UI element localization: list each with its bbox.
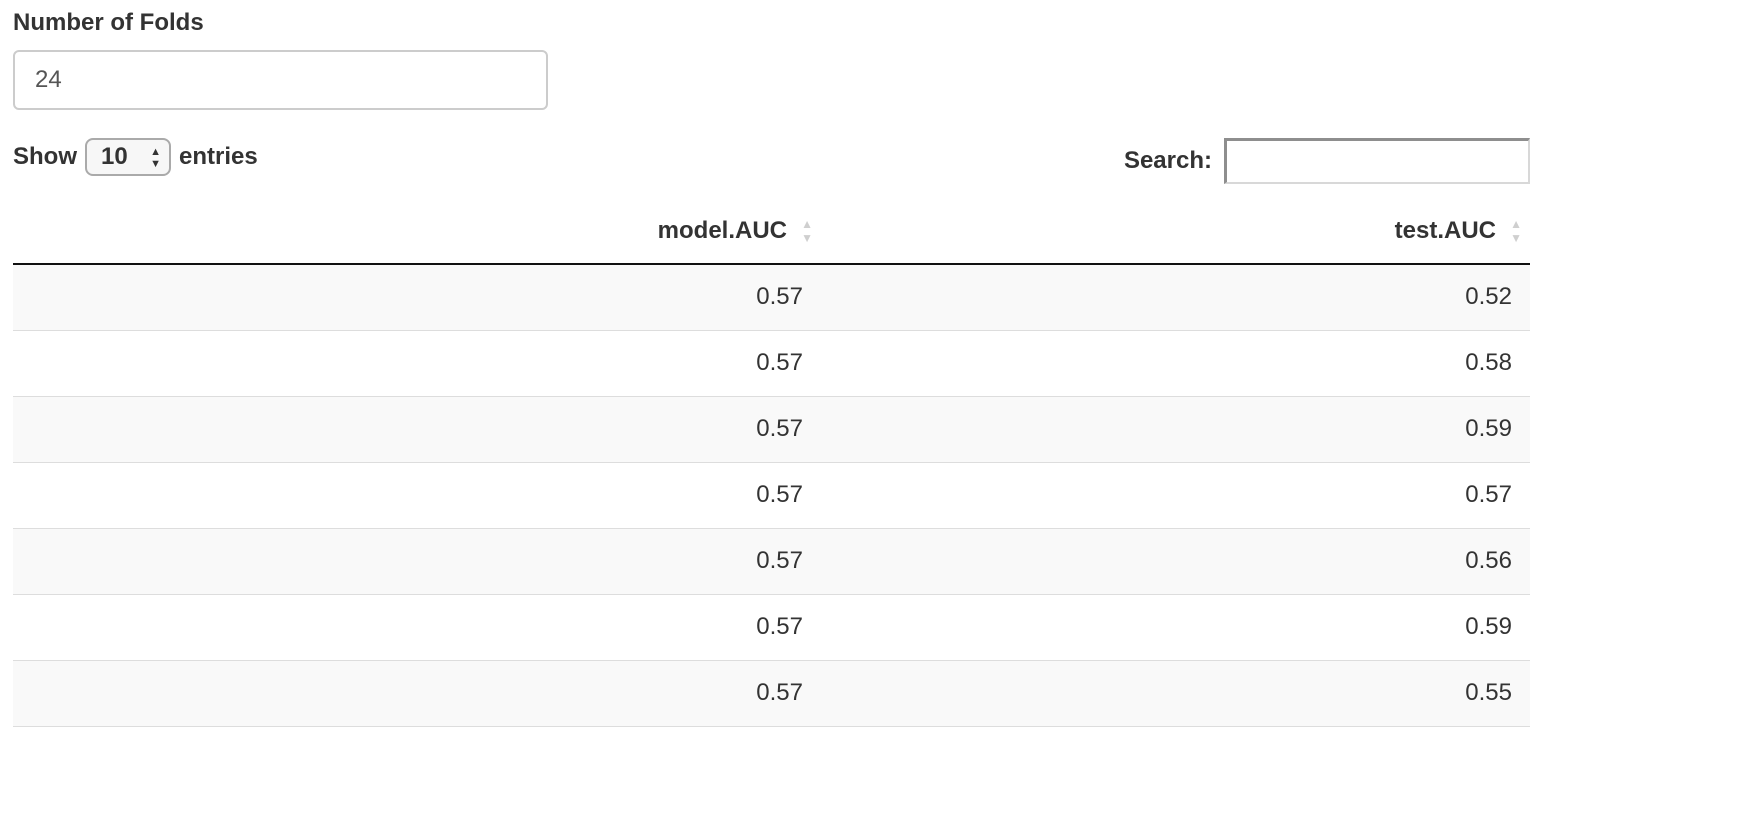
cell-model-auc: 0.57 bbox=[13, 330, 821, 397]
cell-model-auc: 0.57 bbox=[13, 660, 821, 727]
search-label: Search: bbox=[1123, 147, 1212, 174]
sort-both-icon: ▲ ▼ bbox=[1510, 217, 1522, 245]
results-table: model.AUC ▲ ▼ test.AUC ▲ ▼ 0.57 0.52 0.57 … bbox=[13, 198, 1530, 727]
entries-select[interactable]: 10 ▲ ▼ bbox=[85, 138, 171, 176]
select-arrows-icon: ▲ ▼ bbox=[150, 146, 161, 170]
table-row: 0.57 0.59 bbox=[13, 396, 1530, 463]
entries-label: entries bbox=[179, 143, 258, 170]
table-row: 0.57 0.55 bbox=[13, 660, 1530, 727]
header-test-auc-label: test.AUC bbox=[1394, 216, 1496, 244]
cell-test-auc: 0.57 bbox=[821, 462, 1530, 529]
cell-model-auc: 0.57 bbox=[13, 396, 821, 463]
table-row: 0.57 0.57 bbox=[13, 462, 1530, 529]
table-row: 0.57 0.59 bbox=[13, 594, 1530, 661]
folds-label: Number of Folds bbox=[13, 9, 204, 36]
cell-test-auc: 0.55 bbox=[821, 660, 1530, 727]
cell-test-auc: 0.56 bbox=[821, 528, 1530, 595]
header-model-auc[interactable]: model.AUC ▲ ▼ bbox=[13, 198, 821, 265]
header-model-auc-label: model.AUC bbox=[657, 216, 787, 244]
cell-test-auc: 0.58 bbox=[821, 330, 1530, 397]
folds-input[interactable] bbox=[13, 50, 548, 110]
entries-select-value: 10 bbox=[101, 143, 128, 170]
table-row: 0.57 0.52 bbox=[13, 264, 1530, 331]
sort-both-icon: ▲ ▼ bbox=[801, 217, 813, 245]
cell-test-auc: 0.59 bbox=[821, 594, 1530, 661]
header-test-auc[interactable]: test.AUC ▲ ▼ bbox=[821, 198, 1530, 265]
table-length-control: Show 10 ▲ ▼ entries bbox=[13, 138, 258, 176]
cell-test-auc: 0.59 bbox=[821, 396, 1530, 463]
table-search-control: Search: bbox=[1124, 138, 1530, 184]
table-row: 0.57 0.56 bbox=[13, 528, 1530, 595]
cell-model-auc: 0.57 bbox=[13, 462, 821, 529]
table-row: 0.57 0.58 bbox=[13, 330, 1530, 397]
cell-model-auc: 0.57 bbox=[13, 528, 821, 595]
search-input[interactable] bbox=[1224, 138, 1530, 184]
cell-test-auc: 0.52 bbox=[821, 264, 1530, 331]
cell-model-auc: 0.57 bbox=[13, 594, 821, 661]
cell-model-auc: 0.57 bbox=[13, 264, 821, 331]
show-label: Show bbox=[13, 143, 77, 170]
table-header-row: model.AUC ▲ ▼ test.AUC ▲ ▼ bbox=[13, 198, 1530, 265]
